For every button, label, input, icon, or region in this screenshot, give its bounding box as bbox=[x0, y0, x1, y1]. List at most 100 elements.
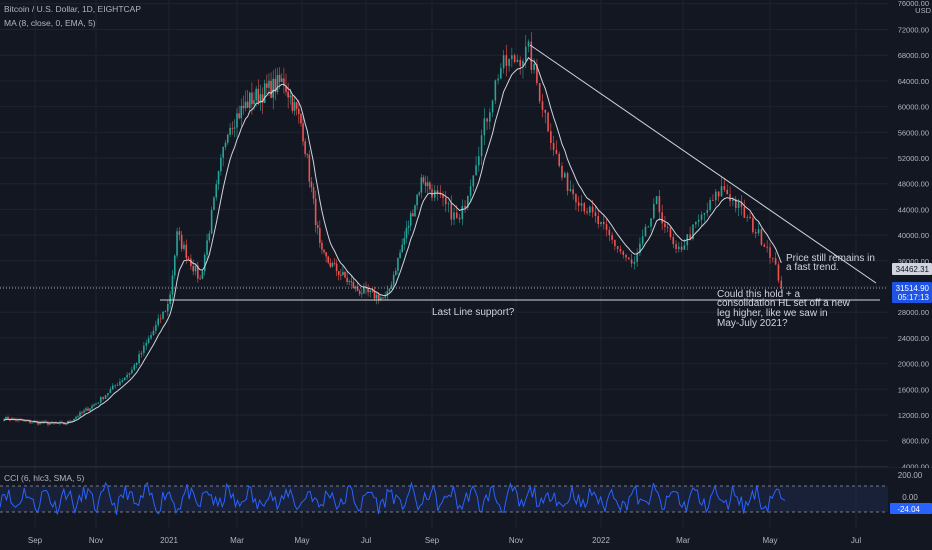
candle-body bbox=[527, 41, 530, 47]
price-axis-tick: 68000.00 bbox=[898, 51, 929, 60]
candle-body bbox=[472, 175, 475, 187]
candle-body bbox=[7, 416, 9, 420]
current-price-label: 31514.90 bbox=[896, 284, 930, 293]
candle-body bbox=[633, 261, 636, 264]
candle-body bbox=[358, 290, 361, 294]
consolidation-annotation-line4[interactable]: May-July 2021? bbox=[717, 318, 788, 329]
candle-body bbox=[180, 234, 183, 249]
candle-body bbox=[289, 95, 292, 98]
time-axis-label: Nov bbox=[89, 536, 103, 545]
candle-body bbox=[569, 189, 572, 191]
chart-grid bbox=[0, 0, 888, 528]
candle-body bbox=[354, 286, 357, 289]
time-axis[interactable]: Sep Nov 2021 Mar May Jul Sep Nov 2022 Mar May Jul bbox=[28, 536, 861, 545]
symbol-title[interactable]: Bitcoin / U.S. Dollar, 1D, EIGHTCAP bbox=[4, 4, 141, 14]
candle-body bbox=[513, 55, 516, 62]
consolidation-annotation-line3[interactable]: leg higher, like we saw in bbox=[717, 308, 828, 319]
candle-body bbox=[483, 118, 486, 136]
price-axis-tick: 64000.00 bbox=[898, 77, 929, 86]
candle-body bbox=[229, 127, 231, 135]
candle-body bbox=[566, 173, 569, 191]
candle-body bbox=[363, 287, 365, 294]
candle-body bbox=[717, 191, 720, 197]
candle-body bbox=[766, 246, 768, 248]
support-annotation[interactable]: Last Line support? bbox=[432, 307, 515, 318]
candle-body bbox=[333, 263, 336, 265]
candle-body bbox=[431, 189, 433, 198]
consolidation-annotation-line1[interactable]: Could this hold + a bbox=[717, 289, 801, 300]
candle-body bbox=[608, 229, 611, 236]
candle-body bbox=[104, 395, 107, 399]
candle-body bbox=[627, 257, 630, 260]
candle-body bbox=[3, 420, 5, 421]
candle-body bbox=[325, 252, 327, 257]
price-axis-tick: 60000.00 bbox=[898, 103, 929, 112]
last-price-tag bbox=[892, 263, 932, 275]
candle-body bbox=[594, 212, 597, 217]
candle-body bbox=[392, 274, 395, 285]
candle-body bbox=[85, 408, 87, 411]
candle-body bbox=[259, 94, 262, 103]
candle-body bbox=[246, 101, 249, 108]
trend-annotation-line1[interactable]: Price still remains in bbox=[786, 253, 875, 264]
candle-body bbox=[401, 244, 403, 253]
candle-body bbox=[375, 294, 378, 299]
candle-body bbox=[547, 112, 549, 132]
candle-body bbox=[350, 281, 353, 283]
price-axis-tick: 76000.00 bbox=[898, 0, 929, 8]
ma-indicator-label[interactable]: MA (8, close, 0, EMA, 5) bbox=[4, 18, 96, 28]
candle-body bbox=[407, 225, 410, 228]
candle-body bbox=[133, 364, 136, 370]
candle-body bbox=[276, 74, 279, 93]
consolidation-annotation-line2[interactable]: consolidation HL set off a new bbox=[717, 298, 851, 309]
candle-body bbox=[107, 393, 109, 396]
candle-body bbox=[251, 92, 253, 105]
candle-body bbox=[666, 227, 669, 228]
trend-line[interactable] bbox=[529, 44, 877, 284]
time-axis-label: Mar bbox=[676, 536, 690, 545]
candle-body bbox=[95, 403, 97, 405]
candle-body bbox=[475, 165, 477, 176]
cci-axis[interactable]: 200.00 0.00 -24.04 bbox=[888, 468, 932, 528]
candle-body bbox=[424, 182, 427, 187]
candle-body bbox=[426, 182, 429, 187]
candle-body bbox=[147, 338, 150, 343]
candle-body bbox=[75, 416, 77, 419]
price-axis-tick: 48000.00 bbox=[898, 180, 929, 189]
candle-body bbox=[380, 297, 382, 301]
trend-annotation-line2[interactable]: a fast trend. bbox=[786, 262, 839, 273]
candle-body bbox=[208, 233, 211, 241]
time-axis-label: Nov bbox=[509, 536, 523, 545]
candle-body bbox=[206, 240, 208, 255]
candle-body bbox=[536, 63, 538, 84]
candle-body bbox=[552, 143, 555, 150]
price-axis[interactable]: USD 72000.00 68000.00 64000.00 60000.00 5600… bbox=[888, 0, 932, 471]
candle-body bbox=[283, 78, 285, 86]
candle-body bbox=[138, 354, 140, 364]
last-price-label: 34462.31 bbox=[896, 265, 930, 274]
candle-body bbox=[242, 105, 245, 109]
candle-body bbox=[524, 46, 527, 61]
candle-body bbox=[71, 420, 73, 422]
candle-body bbox=[641, 236, 644, 244]
cci-indicator-label[interactable]: CCI (6, hlc3, SMA, 5) bbox=[4, 473, 84, 483]
candle-body bbox=[397, 257, 399, 271]
candle-body bbox=[650, 218, 652, 227]
candle-body bbox=[111, 385, 114, 390]
candle-body bbox=[384, 296, 386, 298]
candle-body bbox=[489, 112, 491, 122]
candle-body bbox=[155, 324, 157, 331]
candle-body bbox=[737, 202, 740, 208]
candle-body bbox=[79, 412, 81, 417]
candle-body bbox=[126, 374, 128, 378]
candle-body bbox=[502, 55, 505, 69]
time-axis-label: 2022 bbox=[592, 536, 610, 545]
candle-body bbox=[183, 244, 185, 249]
candle-body bbox=[81, 412, 83, 414]
price-axis-tick: 72000.00 bbox=[898, 26, 929, 35]
candle-body bbox=[226, 134, 229, 143]
time-axis-label: May bbox=[294, 536, 309, 545]
candle-body bbox=[278, 74, 281, 82]
candle-body bbox=[310, 181, 313, 188]
